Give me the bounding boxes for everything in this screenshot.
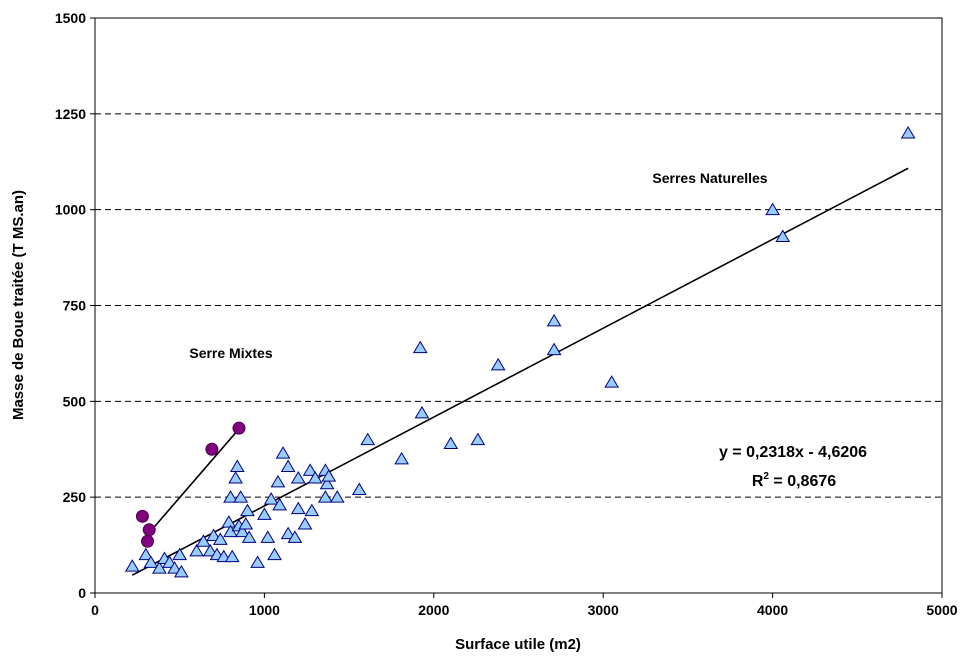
y-tick-label: 1250	[55, 106, 86, 122]
y-tick-label: 750	[63, 298, 87, 314]
triangle-point	[604, 375, 620, 388]
triangle-point	[138, 547, 154, 561]
r-squared-prefix: R	[752, 473, 764, 490]
triangle-point	[775, 229, 791, 242]
annotation-serre-mixtes: Serre Mixtes	[189, 345, 272, 361]
triangle-point	[307, 471, 323, 484]
circle-point	[141, 534, 155, 548]
circle-point	[142, 523, 156, 537]
triangle-point	[263, 492, 279, 505]
triangle-point	[240, 503, 255, 517]
triangle-point	[765, 202, 780, 216]
x-tick-label: 0	[91, 602, 99, 618]
triangle-point	[189, 543, 205, 557]
y-tick-label: 250	[63, 489, 87, 505]
x-tick-label: 5000	[926, 602, 957, 618]
triangle-point	[546, 342, 562, 356]
triangle-point	[241, 530, 257, 543]
triangle-point	[260, 530, 276, 543]
triangle-point	[223, 490, 238, 503]
triangle-point	[235, 524, 250, 538]
data-points	[124, 126, 916, 578]
trendlines	[131, 167, 909, 576]
triangle-point	[394, 451, 409, 465]
triangle-point	[490, 357, 506, 371]
y-tick-label: 0	[78, 585, 86, 601]
triangle-point	[275, 446, 291, 459]
triangle-point	[280, 459, 296, 472]
x-tick-label: 4000	[757, 602, 788, 618]
triangle-point	[412, 340, 428, 354]
triangle-point	[470, 432, 486, 446]
triangle-point	[224, 549, 240, 563]
triangle-point	[360, 432, 376, 446]
triangle-point	[546, 313, 562, 327]
triangle-point	[267, 547, 282, 561]
triangle-point	[257, 507, 272, 520]
triangle-point	[212, 532, 228, 545]
regression-equation: y = 0,2318x - 4,6206	[719, 444, 867, 461]
triangle-point	[167, 561, 182, 574]
triangle-point	[221, 515, 237, 528]
y-tick-label: 500	[63, 393, 87, 409]
triangle-point	[280, 526, 296, 540]
gridlines	[95, 113, 942, 498]
triangle-point	[318, 490, 333, 503]
y-tick-label: 1000	[55, 202, 86, 218]
triangle-point	[290, 501, 306, 515]
triangle-point	[329, 490, 345, 503]
trendline	[146, 428, 240, 536]
y-tick-label: 1500	[55, 10, 86, 26]
triangle-point	[302, 463, 318, 476]
triangle-point	[143, 555, 159, 568]
triangle-point	[414, 405, 430, 419]
circle-point	[135, 509, 149, 523]
triangle-point	[238, 517, 254, 530]
triangle-point	[319, 476, 335, 490]
circle-point	[205, 442, 219, 456]
annotation-serres-naturelles: Serres Naturelles	[652, 170, 767, 186]
triangle-point	[270, 474, 286, 488]
triangle-point	[233, 490, 249, 503]
triangle-point	[250, 555, 266, 568]
triangle-point	[287, 530, 303, 543]
x-axis-title: Surface utile (m2)	[455, 636, 581, 653]
y-axis-title: Masse de Boue traitée (T MS.an)	[10, 190, 27, 420]
circle-point	[232, 421, 246, 435]
triangle-point	[124, 559, 140, 572]
triangle-point	[206, 528, 221, 541]
x-tick-label: 2000	[418, 602, 449, 618]
r-squared: R2 = 0,8676	[752, 471, 836, 490]
triangle-point	[900, 126, 916, 139]
triangle-point	[229, 459, 245, 472]
triangle-point	[297, 517, 313, 530]
triangle-point	[443, 436, 459, 449]
triangle-point	[172, 547, 188, 561]
triangle-point	[174, 564, 189, 578]
triangle-point	[290, 471, 306, 484]
trendline	[131, 167, 909, 576]
x-axis-ticks: 0 1000 2000 3000 4000 5000	[91, 593, 958, 618]
x-tick-label: 3000	[588, 602, 619, 618]
triangle-point	[228, 471, 243, 484]
r-squared-value: = 0,8676	[769, 473, 836, 490]
triangle-point	[351, 482, 367, 495]
triangle-point	[202, 543, 218, 557]
triangle-point	[304, 503, 320, 517]
y-axis-ticks: 0 250 500 750 1000 1250 1500	[55, 10, 95, 601]
triangle-point	[272, 497, 288, 511]
triangle-point	[321, 469, 337, 482]
x-tick-label: 1000	[249, 602, 280, 618]
r-squared-exponent: 2	[763, 471, 769, 482]
